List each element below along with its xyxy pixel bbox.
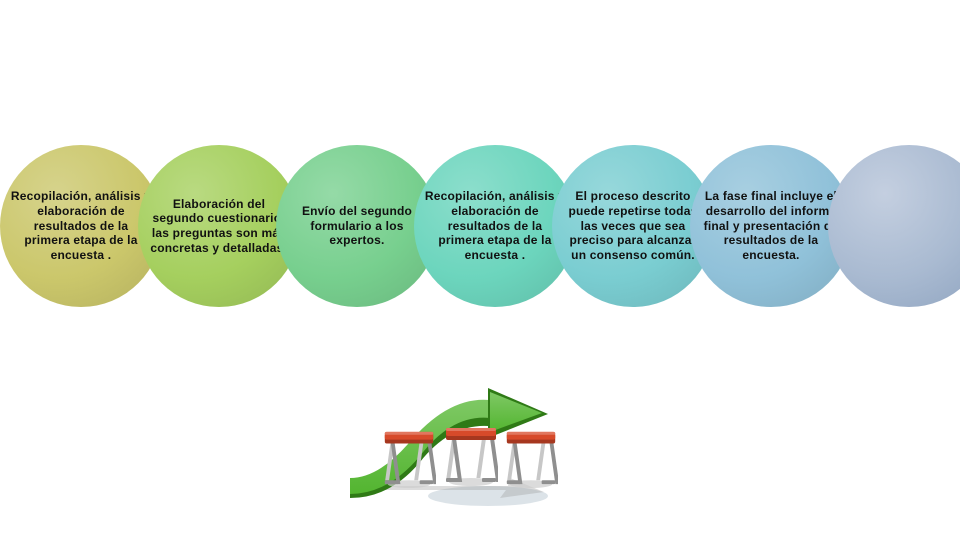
process-step-text: Recopilación, análisis y elaboración de … <box>10 189 153 262</box>
hurdle-2 <box>444 424 498 486</box>
process-step-text: La fase final incluye el desarrollo del … <box>700 189 843 262</box>
process-step-text: El proceso descrito puede repetirse toda… <box>562 189 705 262</box>
hurdle-3 <box>504 428 558 488</box>
infographic-canvas: Recopilación, análisis y elaboración de … <box>0 0 960 540</box>
process-step-text: Recopilación, análisis y elaboración de … <box>424 189 567 262</box>
hurdle-1 <box>382 428 436 488</box>
process-step-text: Envío del segundo formulario a los exper… <box>286 204 429 248</box>
process-step-extra <box>828 145 960 307</box>
process-step-text: Elaboración del segundo cuestionario: la… <box>148 197 291 256</box>
